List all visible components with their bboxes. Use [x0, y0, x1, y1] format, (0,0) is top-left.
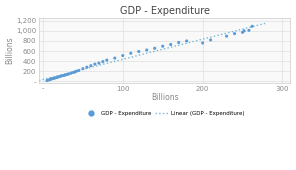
Point: [128, 52, 133, 55]
Point: [49, 78, 53, 80]
Point: [54, 76, 59, 79]
Point: [63, 74, 68, 76]
Point: [73, 71, 77, 73]
Legend: GDP - Expenditure, Linear (GDP - Expenditure): GDP - Expenditure, Linear (GDP - Expendi…: [82, 108, 247, 118]
Point: [57, 75, 61, 78]
Point: [208, 39, 213, 41]
Point: [92, 63, 97, 65]
Point: [250, 25, 255, 28]
X-axis label: Billions: Billions: [151, 93, 178, 102]
Point: [49, 77, 54, 80]
Point: [224, 35, 229, 38]
Point: [160, 45, 165, 48]
Point: [60, 74, 65, 77]
Point: [46, 79, 51, 81]
Point: [242, 29, 247, 32]
Point: [55, 76, 60, 79]
Point: [152, 47, 157, 50]
Point: [48, 78, 52, 81]
Point: [71, 71, 76, 74]
Point: [81, 67, 85, 70]
Point: [84, 66, 89, 69]
Point: [65, 73, 69, 76]
Point: [144, 49, 149, 51]
Point: [168, 43, 173, 46]
Point: [200, 42, 205, 44]
Point: [66, 73, 71, 75]
Point: [58, 75, 63, 78]
Point: [61, 74, 66, 77]
Point: [89, 64, 93, 67]
Point: [96, 62, 101, 64]
Point: [51, 77, 56, 80]
Point: [100, 60, 105, 63]
Point: [112, 57, 117, 59]
Point: [136, 50, 141, 53]
Point: [69, 72, 73, 75]
Point: [184, 40, 189, 42]
Point: [232, 32, 237, 35]
Point: [45, 79, 49, 82]
Title: GDP - Expenditure: GDP - Expenditure: [120, 6, 210, 16]
Point: [53, 77, 57, 79]
Point: [120, 54, 125, 57]
Point: [77, 69, 81, 72]
Y-axis label: Billions: Billions: [6, 36, 15, 64]
Point: [176, 41, 181, 44]
Point: [240, 31, 245, 34]
Point: [104, 59, 109, 62]
Point: [74, 70, 79, 73]
Point: [247, 29, 251, 32]
